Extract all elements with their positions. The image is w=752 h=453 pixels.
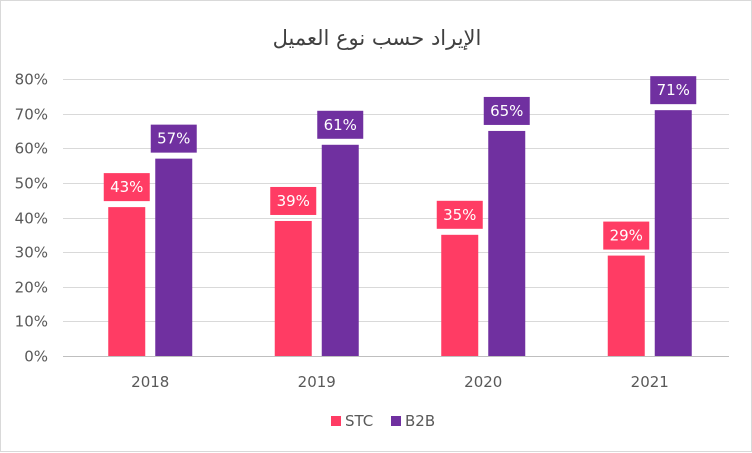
data-label-box xyxy=(270,186,317,215)
data-label-box xyxy=(483,96,530,125)
x-tick-label: 2019 xyxy=(298,373,336,391)
y-tick-label: 50% xyxy=(15,175,48,193)
y-tick-label: 30% xyxy=(15,244,48,262)
bar-b2b-2018 xyxy=(155,158,193,356)
data-label: 61% xyxy=(324,116,357,134)
data-label: 29% xyxy=(610,227,643,245)
bar-stc-2020 xyxy=(441,234,479,356)
chart-title: الإيراد حسب نوع العميل xyxy=(273,26,482,50)
data-label: 57% xyxy=(157,130,190,148)
bar-stc-2018 xyxy=(108,207,146,356)
bar-b2b-2019 xyxy=(321,144,359,356)
data-label-box xyxy=(436,200,483,229)
x-tick-label: 2020 xyxy=(464,373,502,391)
data-label-box xyxy=(603,221,650,250)
x-axis: 2018 2019 2020 2021 xyxy=(131,373,669,391)
y-axis: 0% 10% 20% 30% 40% 50% 60% 70% 80% xyxy=(15,71,48,366)
data-label: 43% xyxy=(110,178,143,196)
y-tick-label: 80% xyxy=(15,71,48,89)
data-label-box xyxy=(317,110,364,139)
data-label: 35% xyxy=(443,206,476,224)
data-label-box xyxy=(650,76,697,105)
bar-b2b-2020 xyxy=(488,130,526,356)
data-label: 39% xyxy=(277,192,310,210)
y-tick-label: 60% xyxy=(15,140,48,158)
legend-label: B2B xyxy=(405,412,435,430)
legend-swatch-stc xyxy=(331,416,341,426)
bar-stc-2021 xyxy=(607,255,645,356)
x-tick-label: 2021 xyxy=(631,373,669,391)
legend-label: STC xyxy=(345,412,373,430)
data-label: 65% xyxy=(490,102,523,120)
legend: STC B2B xyxy=(331,412,435,430)
x-tick-label: 2018 xyxy=(131,373,169,391)
y-tick-label: 20% xyxy=(15,279,48,297)
data-label: 71% xyxy=(657,81,690,99)
bars: 43% 57% 39% 61% 35% 65% 29% 71% xyxy=(103,76,697,356)
bar-stc-2019 xyxy=(274,220,312,356)
y-tick-label: 10% xyxy=(15,313,48,331)
legend-swatch-b2b xyxy=(391,416,401,426)
y-tick-label: 70% xyxy=(15,106,48,124)
bar-b2b-2021 xyxy=(654,110,692,356)
y-tick-label: 0% xyxy=(24,348,48,366)
y-tick-label: 40% xyxy=(15,210,48,228)
data-label-box xyxy=(103,173,150,202)
data-label-box xyxy=(150,124,197,153)
